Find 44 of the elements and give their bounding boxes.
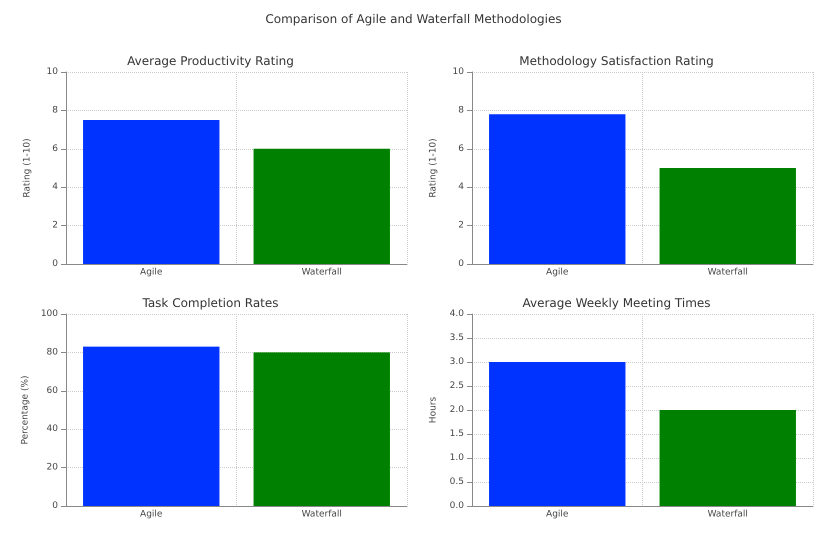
x-tick-label: Waterfall [302,510,342,520]
chart-title: Average Weekly Meeting Times [522,296,711,310]
x-tick-label: Waterfall [708,510,748,520]
text: Comparison of Agile and Waterfall Methodologies [264,11,563,28]
chart-title: Average Productivity Rating [127,54,294,68]
y-tick-label: 1.5 [450,429,464,439]
y-tick-label: 0 [458,259,464,269]
y-tick-label: 1.0 [450,453,464,463]
y-tick-label: 0.0 [450,501,464,511]
y-axis-title: Rating (1-10) [428,138,438,198]
x-tick-label: Agile [546,268,569,278]
x-tick-label: Waterfall [302,268,342,278]
y-tick-label: 0.5 [450,477,464,487]
y-axis-title: Hours [428,396,438,424]
y-tick-label: 10 [452,67,464,77]
y-tick-label: 6 [52,144,58,154]
x-tick-label: Agile [140,268,163,278]
y-axis-title: Percentage (%) [20,375,30,445]
chart-title: Methodology Satisfaction Rating [519,54,714,68]
x-tick-label: Agile [546,510,569,520]
y-tick-label: 6 [458,144,464,154]
y-tick-label: 20 [46,462,58,473]
y-tick-label: 0 [52,259,58,269]
y-tick-label: 8 [458,105,464,116]
x-tick-label: Agile [140,510,163,520]
y-tick-label: 8 [52,105,58,116]
y-tick-label: 4 [458,182,464,192]
y-tick-label: 4.0 [450,309,464,319]
y-tick-label: 2 [458,220,464,231]
y-tick-label: 2 [52,220,58,231]
y-tick-label: 80 [46,347,58,358]
y-tick-label: 2.5 [450,381,464,391]
y-tick-label: 10 [46,67,58,77]
y-tick-label: 4 [52,182,58,192]
chart-title: Task Completion Rates [141,296,279,310]
y-tick-label: 100 [40,309,58,319]
y-tick-label: 3.0 [450,357,464,367]
y-axis-title: Rating (1-10) [22,138,32,198]
y-tick-label: 3.5 [450,333,464,343]
y-tick-label: 0 [52,501,58,511]
y-tick-label: 2.0 [450,405,464,415]
y-tick-label: 60 [46,386,58,396]
y-tick-label: 40 [46,424,58,434]
x-tick-label: Waterfall [708,268,748,278]
